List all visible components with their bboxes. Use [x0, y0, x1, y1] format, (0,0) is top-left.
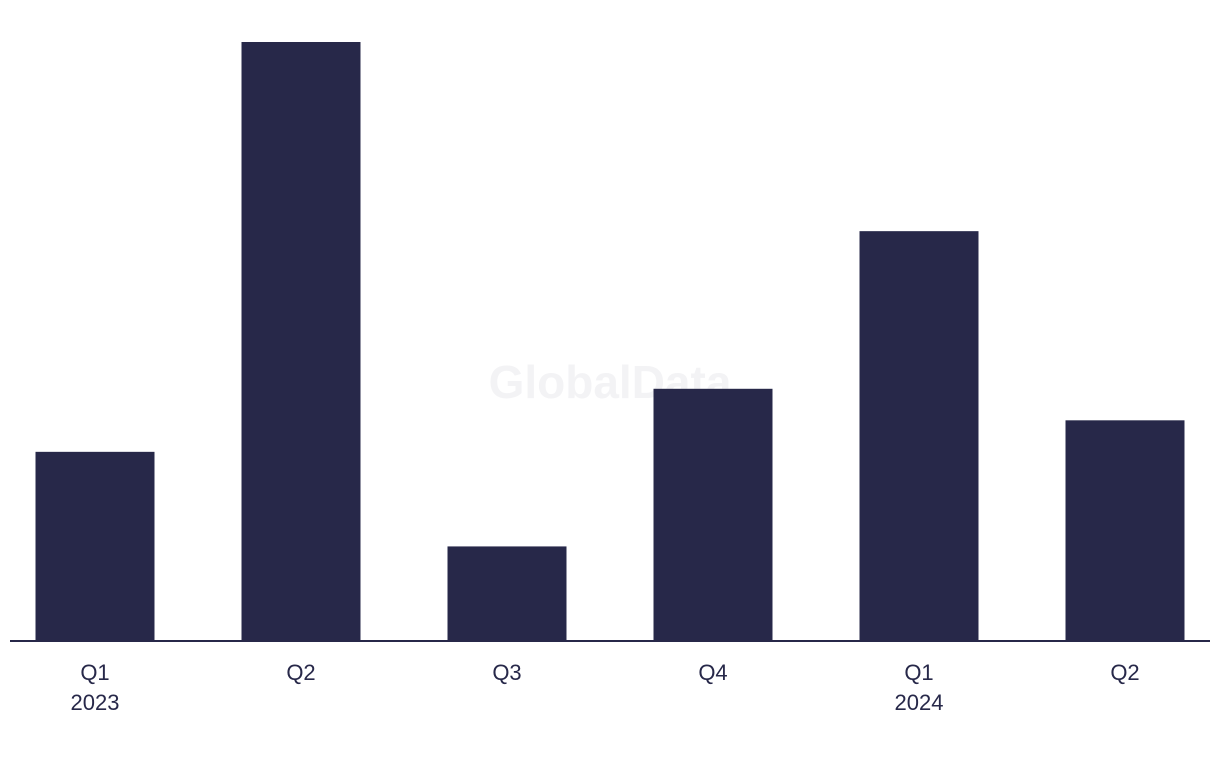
x-tick-label: Q1	[904, 660, 933, 685]
bar	[35, 451, 155, 641]
x-tick-label: 2023	[71, 690, 120, 715]
bar	[859, 231, 979, 641]
bar	[447, 546, 567, 641]
bar	[241, 42, 361, 641]
x-tick-label: Q4	[698, 660, 727, 685]
bar	[653, 388, 773, 641]
x-tick-label: Q1	[80, 660, 109, 685]
x-tick-label: 2024	[895, 690, 944, 715]
x-tick-label: Q2	[1110, 660, 1139, 685]
bar	[1065, 420, 1185, 641]
x-tick-label: Q2	[286, 660, 315, 685]
x-tick-label: Q3	[492, 660, 521, 685]
